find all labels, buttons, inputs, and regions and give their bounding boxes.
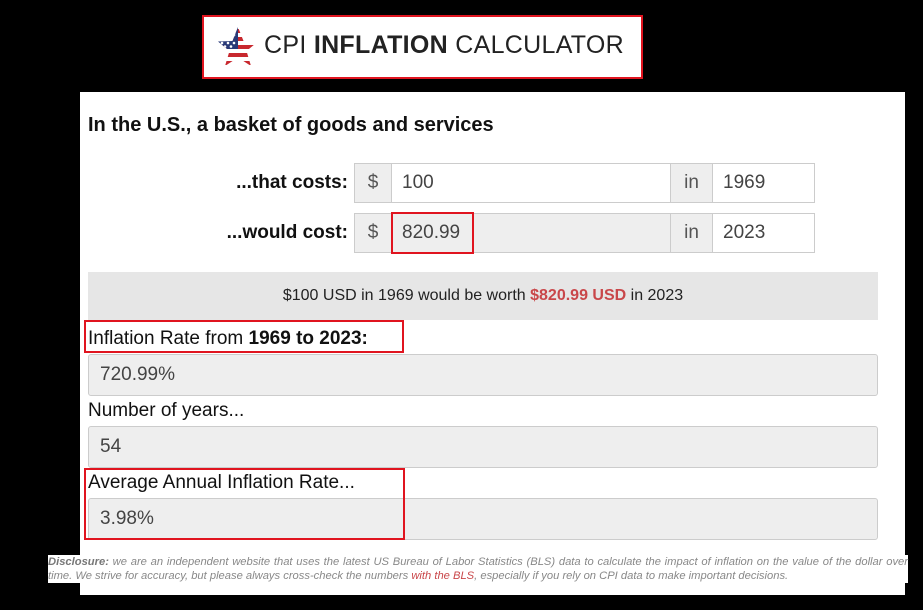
page-heading: In the U.S., a basket of goods and servi… [88, 114, 494, 136]
costs-currency-addon: $ [354, 163, 392, 203]
inflation-rate-output: 720.99% [88, 354, 878, 396]
would-in-addon: in [670, 213, 713, 253]
site-logo[interactable]: CPI INFLATION CALCULATOR [202, 15, 643, 79]
disclosure-text: Disclosure: we are an independent websit… [48, 555, 908, 583]
would-currency-addon: $ [354, 213, 392, 253]
avg-rate-label: Average Annual Inflation Rate... [88, 472, 355, 493]
would-cost-label: ...would cost: [226, 222, 348, 243]
calculator-panel: In the U.S., a basket of goods and servi… [80, 92, 905, 595]
result-summary: $100 USD in 1969 would be worth $820.99 … [88, 272, 878, 320]
avg-rate-output: 3.98% [88, 498, 878, 540]
inflation-rate-label: Inflation Rate from 1969 to 2023: [88, 328, 368, 349]
result-amount: $820.99 USD [530, 287, 627, 304]
years-label: Number of years... [88, 400, 245, 421]
would-cost-amount-output: 820.99 [391, 213, 671, 253]
logo-text: CPI INFLATION CALCULATOR [264, 31, 625, 59]
would-year-select[interactable]: 2023 [712, 213, 815, 253]
costs-amount-input[interactable]: 100 [391, 163, 671, 203]
us-flag-star-icon [218, 27, 258, 66]
costs-year-select[interactable]: 1969 [712, 163, 815, 203]
costs-in-addon: in [670, 163, 713, 203]
costs-label: ...that costs: [236, 172, 348, 193]
years-output: 54 [88, 426, 878, 468]
bls-link[interactable]: with the BLS [411, 570, 475, 582]
